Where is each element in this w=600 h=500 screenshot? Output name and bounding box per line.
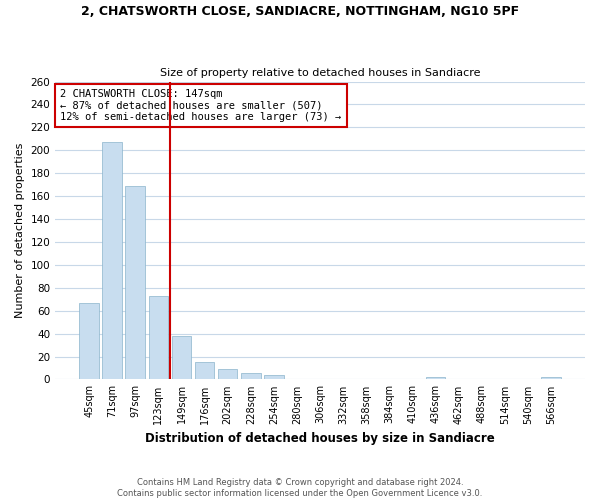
Bar [541, 377, 561, 380]
Bar [426, 377, 445, 380]
Bar [241, 372, 260, 380]
Bar [218, 369, 238, 380]
X-axis label: Distribution of detached houses by size in Sandiacre: Distribution of detached houses by size … [145, 432, 495, 445]
Bar [103, 142, 122, 380]
Title: Size of property relative to detached houses in Sandiacre: Size of property relative to detached ho… [160, 68, 481, 78]
Bar [125, 186, 145, 380]
Text: 2 CHATSWORTH CLOSE: 147sqm
← 87% of detached houses are smaller (507)
12% of sem: 2 CHATSWORTH CLOSE: 147sqm ← 87% of deta… [61, 89, 342, 122]
Y-axis label: Number of detached properties: Number of detached properties [15, 143, 25, 318]
Text: Contains HM Land Registry data © Crown copyright and database right 2024.
Contai: Contains HM Land Registry data © Crown c… [118, 478, 482, 498]
Text: 2, CHATSWORTH CLOSE, SANDIACRE, NOTTINGHAM, NG10 5PF: 2, CHATSWORTH CLOSE, SANDIACRE, NOTTINGH… [81, 5, 519, 18]
Bar [264, 375, 284, 380]
Bar [79, 302, 99, 380]
Bar [195, 362, 214, 380]
Bar [149, 296, 168, 380]
Bar [172, 336, 191, 380]
